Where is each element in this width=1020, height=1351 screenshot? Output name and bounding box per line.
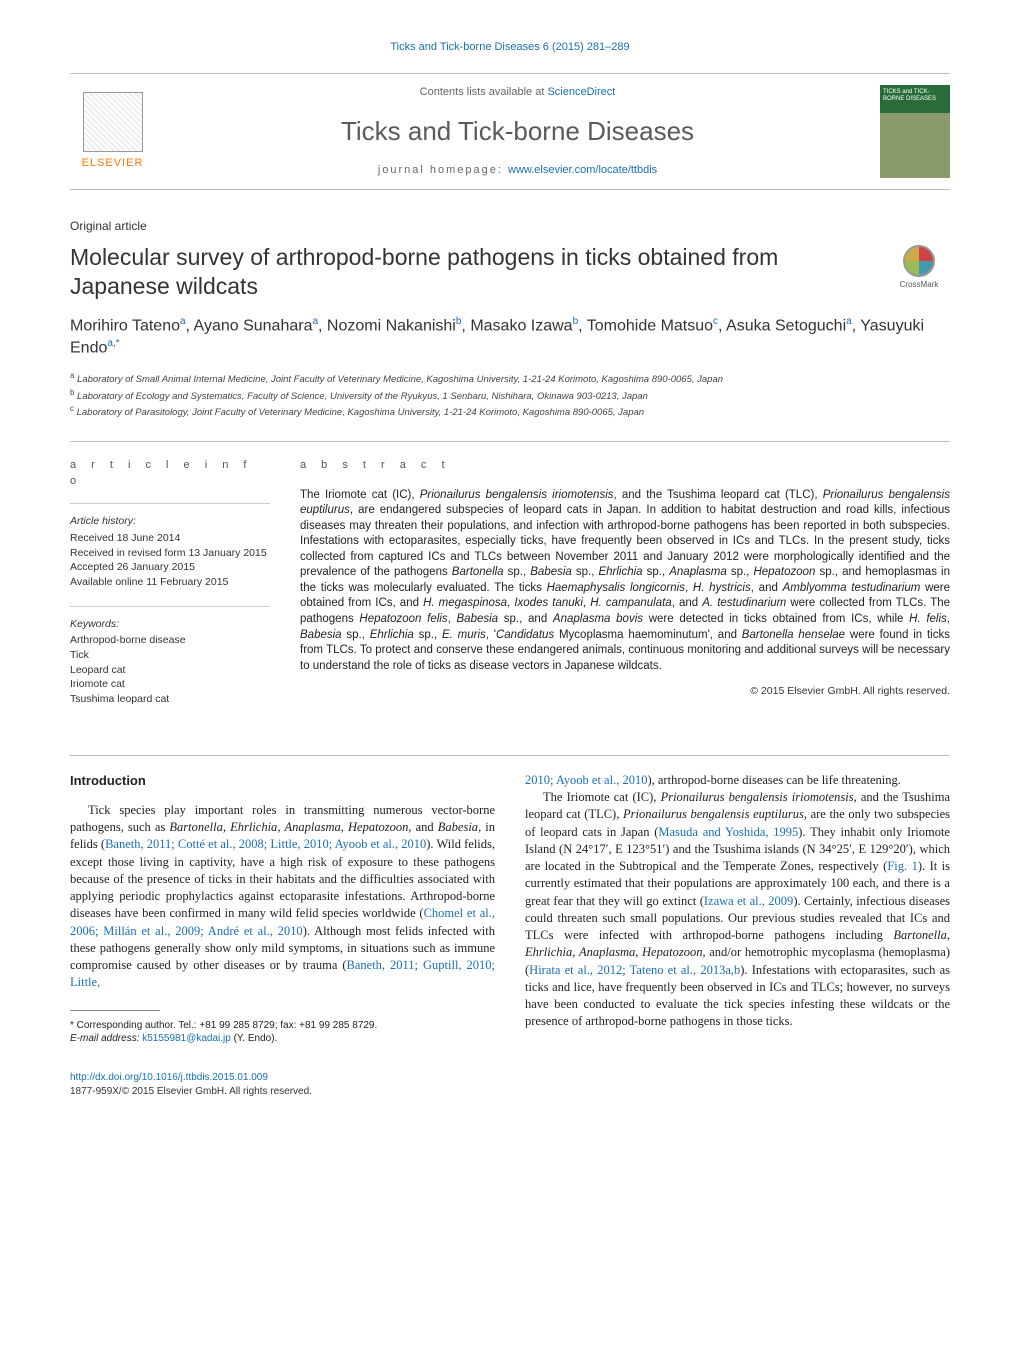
abstract-copyright: © 2015 Elsevier GmbH. All rights reserve… <box>300 684 950 699</box>
keyword: Arthropod-borne disease <box>70 633 270 648</box>
footnote-separator <box>70 1010 160 1011</box>
abstract-column: a b s t r a c t The Iriomote cat (IC), P… <box>300 458 950 722</box>
body-two-column: Introduction Tick species play important… <box>70 772 950 1045</box>
banner-center: Contents lists available at ScienceDirec… <box>175 85 860 178</box>
abstract-text: The Iriomote cat (IC), Prionailurus beng… <box>300 488 950 674</box>
divider-top <box>70 441 950 442</box>
article-info-heading: a r t i c l e i n f o <box>70 458 270 489</box>
elsevier-logo[interactable]: ELSEVIER <box>70 84 155 179</box>
article-type: Original article <box>70 218 950 235</box>
doi-link[interactable]: http://dx.doi.org/10.1016/j.ttbdis.2015.… <box>70 1072 268 1083</box>
intro-paragraph-2: The Iriomote cat (IC), Prionailurus beng… <box>525 789 950 1031</box>
crossmark-badge[interactable]: CrossMark <box>888 243 950 291</box>
email-label: E-mail address: <box>70 1033 139 1044</box>
keywords-block: Keywords: Arthropod-borne disease Tick L… <box>70 606 270 707</box>
elsevier-label: ELSEVIER <box>82 156 144 171</box>
homepage-prefix: journal homepage: <box>378 164 508 176</box>
homepage-link[interactable]: www.elsevier.com/locate/ttbdis <box>508 164 657 176</box>
header-banner: ELSEVIER Contents lists available at Sci… <box>70 73 950 190</box>
email-name: (Y. Endo). <box>234 1033 278 1044</box>
corr-line: * Corresponding author. Tel.: +81 99 285… <box>70 1019 495 1032</box>
issn-copyright: 1877-959X/© 2015 Elsevier GmbH. All righ… <box>70 1086 312 1097</box>
keyword: Leopard cat <box>70 663 270 678</box>
contents-line: Contents lists available at ScienceDirec… <box>175 85 860 100</box>
affiliation-c: c Laboratory of Parasitology, Joint Facu… <box>70 403 950 419</box>
history-online: Available online 11 February 2015 <box>70 575 270 590</box>
affiliation-b: b Laboratory of Ecology and Systematics,… <box>70 387 950 403</box>
article-title: Molecular survey of arthropod-borne path… <box>70 243 868 301</box>
article-history-block: Article history: Received 18 June 2014 R… <box>70 503 270 589</box>
contents-prefix: Contents lists available at <box>420 86 548 98</box>
affiliations: a Laboratory of Small Animal Internal Me… <box>70 370 950 419</box>
journal-cover-thumbnail[interactable]: TICKS and TICK-BORNE DISEASES <box>880 85 950 178</box>
title-row: Molecular survey of arthropod-borne path… <box>70 243 950 301</box>
keyword: Tick <box>70 648 270 663</box>
crossmark-icon <box>903 245 935 277</box>
journal-cover-text: TICKS and TICK-BORNE DISEASES <box>883 89 947 102</box>
homepage-line: journal homepage: www.elsevier.com/locat… <box>175 163 860 178</box>
email-line: E-mail address: k5155981@kadai.jp (Y. En… <box>70 1032 495 1045</box>
journal-title: Ticks and Tick-borne Diseases <box>175 113 860 149</box>
divider-mid <box>70 755 950 756</box>
top-citation: Ticks and Tick-borne Diseases 6 (2015) 2… <box>70 40 950 55</box>
crossmark-label: CrossMark <box>900 279 939 290</box>
abstract-heading: a b s t r a c t <box>300 458 950 473</box>
history-label: Article history: <box>70 514 270 529</box>
intro-paragraph-1-continued: 2010; Ayoob et al., 2010), arthropod-bor… <box>525 772 950 789</box>
affiliation-a: a Laboratory of Small Animal Internal Me… <box>70 370 950 386</box>
corresponding-footnote: * Corresponding author. Tel.: +81 99 285… <box>70 1019 495 1045</box>
history-revised: Received in revised form 13 January 2015 <box>70 546 270 561</box>
email-link[interactable]: k5155981@kadai.jp <box>142 1033 231 1044</box>
page-footer: http://dx.doi.org/10.1016/j.ttbdis.2015.… <box>70 1071 950 1099</box>
keyword: Tsushima leopard cat <box>70 692 270 707</box>
keyword: Iriomote cat <box>70 677 270 692</box>
sciencedirect-link[interactable]: ScienceDirect <box>547 86 615 98</box>
article-info-column: a r t i c l e i n f o Article history: R… <box>70 458 270 722</box>
elsevier-tree-icon <box>83 92 143 152</box>
authors: Morihiro Tatenoa, Ayano Sunaharaa, Nozom… <box>70 315 950 360</box>
info-abstract-row: a r t i c l e i n f o Article history: R… <box>70 458 950 722</box>
keywords-label: Keywords: <box>70 617 270 632</box>
intro-paragraph-1: Tick species play important roles in tra… <box>70 802 495 992</box>
history-accepted: Accepted 26 January 2015 <box>70 560 270 575</box>
introduction-heading: Introduction <box>70 772 495 790</box>
history-received: Received 18 June 2014 <box>70 531 270 546</box>
